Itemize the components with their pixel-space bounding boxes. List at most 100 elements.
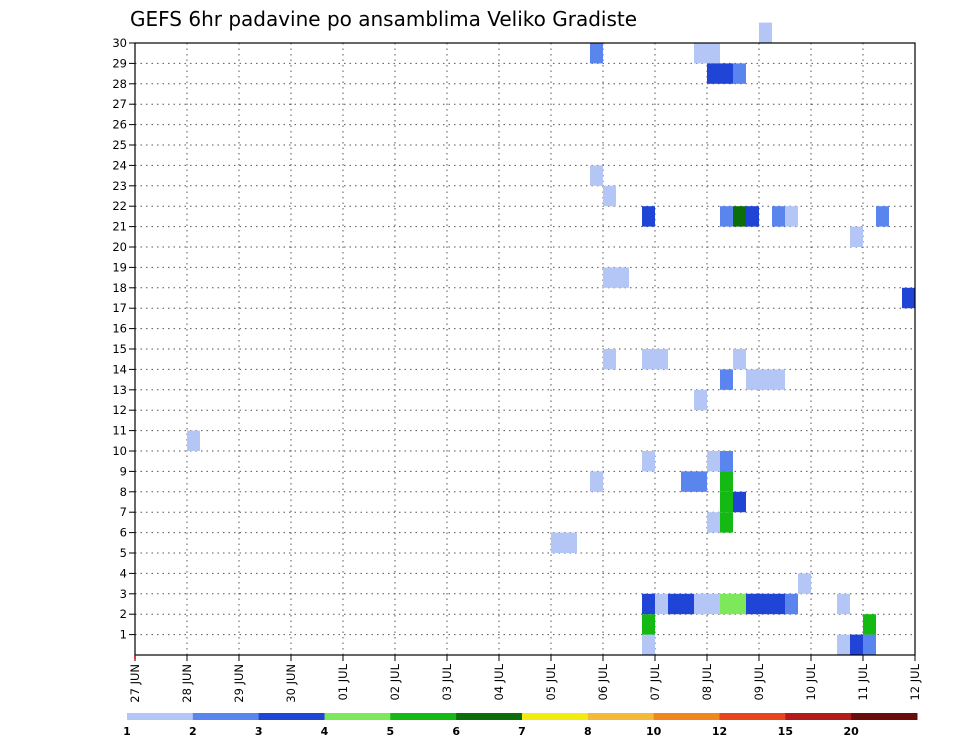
- precip-cell: [603, 267, 616, 288]
- precip-cell: [759, 369, 772, 390]
- color-legend: 1 2 3 4 5 6 7 8 10 12 15 20: [123, 713, 918, 738]
- precip-cell: [720, 63, 733, 84]
- precip-cell: [720, 369, 733, 390]
- y-tick-label: 26: [112, 118, 127, 132]
- precip-cell: [642, 634, 655, 655]
- legend-label: 7: [518, 725, 526, 738]
- y-tick-label: 18: [112, 281, 127, 295]
- legend-label: 6: [452, 725, 460, 738]
- x-axis-ticks: 27 JUN 28 JUN 29 JUN 30 JUN 01 JUL 02 JUL 03 J…: [128, 655, 922, 703]
- y-tick-label: 15: [112, 342, 127, 356]
- precip-cell: [863, 634, 876, 655]
- precip-cell: [720, 491, 733, 513]
- y-tick-label: 1: [120, 628, 127, 642]
- precip-cell: [642, 206, 655, 227]
- precip-cell: [720, 206, 733, 227]
- legend-label: 10: [646, 725, 662, 738]
- y-tick-label: 13: [112, 383, 127, 397]
- precip-cell: [707, 593, 720, 615]
- precip-cell: [707, 512, 720, 533]
- legend-swatch: [324, 713, 391, 720]
- y-tick-label: 5: [120, 546, 127, 560]
- y-tick-label: 12: [112, 403, 127, 417]
- precip-cell: [902, 287, 915, 309]
- y-tick-label: 3: [120, 587, 127, 601]
- x-tick-label: 08 JUL: [700, 663, 714, 700]
- y-tick-label: 16: [112, 322, 127, 336]
- y-tick-label: 29: [112, 56, 127, 70]
- x-tick-label: 07 JUL: [648, 663, 662, 700]
- y-axis-ticks: 1234567891011121314151617181920212223242…: [112, 36, 135, 642]
- legend-swatch: [390, 713, 457, 720]
- precip-cell: [720, 512, 733, 533]
- legend-label: 4: [321, 725, 329, 738]
- y-tick-label: 23: [112, 179, 127, 193]
- legend-label: 5: [387, 725, 395, 738]
- precip-cell: [681, 471, 694, 492]
- precip-cell: [785, 206, 798, 227]
- chart-title: GEFS 6hr padavine po ansamblima Veliko G…: [130, 7, 637, 31]
- precip-cell: [863, 614, 876, 635]
- x-tick-label: 30 JUN: [284, 664, 298, 703]
- precip-cell: [785, 593, 798, 615]
- precip-cell: [850, 634, 863, 655]
- y-tick-label: 9: [120, 464, 127, 478]
- legend-label: 12: [712, 725, 727, 738]
- precip-cell: [876, 206, 889, 227]
- precip-cell: [772, 593, 785, 615]
- precip-cell: [551, 532, 564, 553]
- x-tick-label: 12 JUL: [908, 663, 922, 700]
- precip-cell: [746, 593, 759, 615]
- y-tick-label: 11: [112, 424, 127, 438]
- precip-cell: [642, 614, 655, 635]
- y-tick-label: 21: [112, 220, 127, 234]
- y-tick-label: 22: [112, 199, 127, 213]
- precip-cell: [798, 573, 811, 594]
- precip-cell: [642, 349, 655, 370]
- x-tick-label: 02 JUL: [388, 663, 402, 700]
- precip-cell: [733, 63, 746, 84]
- x-tick-label: 03 JUL: [440, 663, 454, 700]
- precip-cell: [603, 349, 616, 370]
- precip-cell: [746, 369, 759, 390]
- legend-label: 8: [584, 725, 592, 738]
- precip-cell: [564, 532, 577, 553]
- precip-cell: [746, 206, 759, 227]
- precip-cell: [694, 43, 707, 64]
- y-tick-label: 10: [112, 444, 127, 458]
- precip-cell: [707, 63, 720, 84]
- precip-cell: [720, 451, 733, 472]
- precip-cell: [642, 593, 655, 615]
- y-tick-label: 2: [120, 607, 127, 621]
- legend-swatch: [456, 713, 523, 720]
- precip-cell: [655, 349, 668, 370]
- legend-label: 15: [778, 725, 793, 738]
- precip-cell: [720, 593, 733, 615]
- precip-cell: [733, 593, 746, 615]
- precip-cell: [837, 593, 850, 615]
- precip-cell: [772, 369, 785, 390]
- precip-cell: [694, 593, 707, 615]
- x-tick-label: 10 JUL: [804, 663, 818, 700]
- y-tick-label: 8: [120, 485, 127, 499]
- legend-label: 1: [123, 725, 131, 738]
- x-tick-label: 27 JUN: [128, 664, 142, 703]
- y-tick-label: 4: [120, 566, 127, 580]
- precip-cell: [707, 451, 720, 472]
- legend-label: 20: [844, 725, 860, 738]
- precip-cell: [759, 593, 772, 615]
- legend-label: 3: [255, 725, 263, 738]
- precip-cell: [850, 226, 863, 247]
- legend-swatch: [719, 713, 786, 720]
- x-tick-label: 28 JUN: [180, 664, 194, 703]
- precip-cell: [707, 43, 720, 64]
- legend-swatch: [258, 713, 325, 720]
- precip-cell: [590, 43, 603, 64]
- precip-cell: [590, 165, 603, 186]
- legend-swatch: [587, 713, 655, 720]
- precip-cell: [733, 349, 746, 370]
- precip-cell: [694, 471, 707, 492]
- precip-cell: [187, 430, 200, 451]
- y-tick-label: 19: [112, 260, 127, 274]
